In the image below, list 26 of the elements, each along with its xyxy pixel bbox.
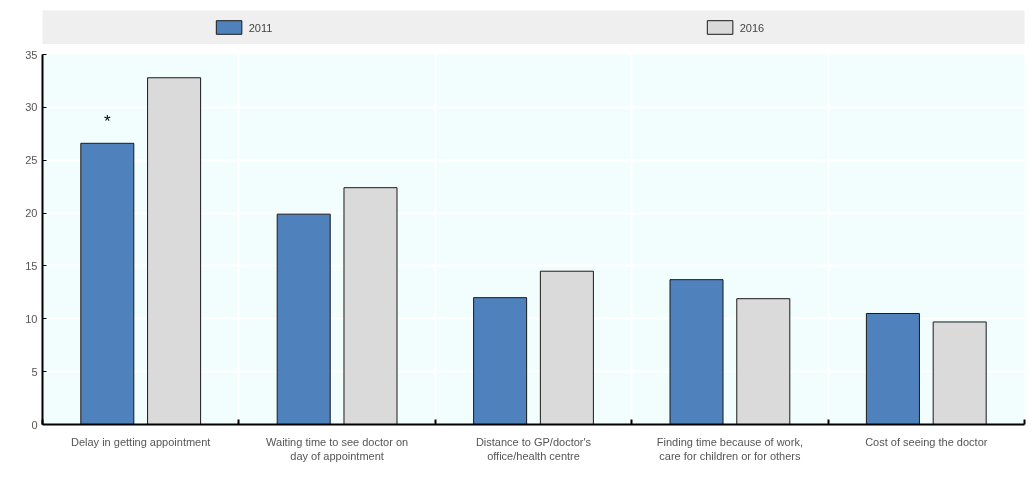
y-tick-label: 30 (25, 101, 38, 114)
bar (932, 321, 987, 425)
bar (473, 297, 528, 425)
legend-label: 2011 (248, 21, 273, 34)
bar (276, 213, 331, 425)
x-tick-label: Delay in getting appointment (70, 435, 211, 448)
bar (539, 270, 594, 425)
y-tick-label: 20 (25, 207, 38, 220)
bar (80, 142, 135, 425)
bar (865, 313, 920, 425)
bar (343, 187, 398, 425)
x-tick-label: Distance to GP/doctor's office/health centre (475, 435, 592, 462)
bar (147, 77, 202, 425)
y-tick-label: 5 (31, 365, 38, 378)
x-tick-label: Cost of seeing the doctor (865, 435, 988, 448)
y-tick-label: 0 (31, 418, 38, 431)
y-tick-label: 10 (25, 312, 38, 325)
bar (669, 279, 724, 425)
annotation: * (104, 111, 111, 131)
bar (736, 298, 791, 425)
y-tick-label: 35 (25, 48, 38, 61)
x-tick-label: Finding time because of work, care for children or for others (656, 435, 803, 462)
y-tick-label: 15 (25, 259, 38, 272)
y-tick-label: 25 (25, 154, 38, 167)
x-tick-label: Waiting time to see doctor on day of appointment (266, 435, 409, 462)
legend-label: 2016 (739, 21, 765, 34)
